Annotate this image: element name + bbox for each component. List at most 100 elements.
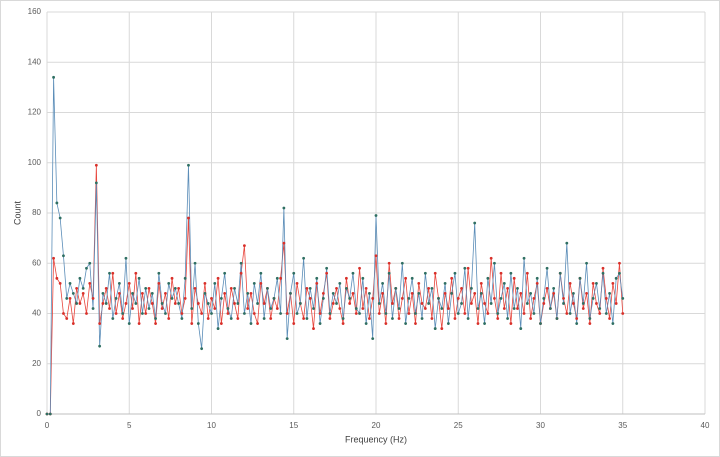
data-point — [618, 271, 621, 275]
data-point — [216, 276, 220, 280]
data-point — [512, 307, 516, 310]
data-point — [98, 322, 102, 325]
data-point — [55, 201, 59, 205]
y-tick-label: 20 — [32, 359, 41, 368]
data-point — [509, 322, 513, 325]
data-point — [381, 292, 384, 295]
data-point — [565, 241, 569, 245]
data-point — [568, 281, 572, 285]
data-point — [160, 307, 164, 310]
data-point — [170, 297, 174, 300]
data-point — [170, 276, 174, 280]
data-point — [101, 292, 105, 295]
data-point — [614, 276, 618, 280]
data-point — [430, 317, 434, 320]
y-tick-label: 60 — [32, 258, 41, 267]
data-point — [387, 261, 391, 265]
data-point — [414, 322, 417, 325]
data-point — [595, 281, 598, 285]
data-point — [437, 297, 440, 300]
data-point — [94, 181, 98, 185]
data-point — [187, 163, 190, 167]
data-point — [111, 271, 115, 275]
data-point — [78, 276, 82, 280]
data-point — [124, 256, 128, 260]
data-point — [572, 302, 575, 305]
data-point — [440, 307, 444, 310]
data-point — [585, 261, 588, 265]
data-point — [427, 286, 431, 290]
data-point — [522, 256, 526, 260]
data-point — [430, 286, 434, 290]
data-point — [193, 286, 197, 290]
data-point — [440, 327, 444, 330]
data-point — [62, 312, 65, 315]
data-point — [167, 281, 171, 285]
data-point — [137, 322, 141, 325]
data-point — [98, 344, 102, 348]
data-point — [506, 286, 509, 290]
data-point — [377, 302, 381, 305]
data-point — [157, 281, 161, 285]
data-point — [443, 281, 447, 285]
data-point — [206, 317, 210, 320]
data-point — [321, 292, 325, 295]
data-point — [407, 312, 411, 315]
data-point — [502, 281, 506, 285]
data-point — [226, 307, 230, 310]
data-point — [608, 292, 611, 295]
data-point — [262, 317, 266, 320]
data-point — [470, 286, 473, 290]
data-point — [446, 322, 450, 325]
data-point — [479, 281, 483, 285]
data-point — [190, 322, 194, 325]
data-point — [614, 302, 618, 305]
data-point — [108, 307, 111, 310]
data-point — [154, 322, 157, 325]
data-point — [433, 271, 437, 275]
data-point — [58, 281, 62, 285]
data-point — [312, 327, 315, 330]
data-point — [581, 307, 585, 310]
data-point — [223, 292, 227, 295]
data-point — [364, 322, 368, 325]
data-point — [111, 317, 115, 320]
data-point — [420, 317, 424, 320]
data-point — [368, 292, 371, 295]
data-point — [114, 312, 118, 315]
data-point — [81, 286, 85, 290]
data-point — [292, 322, 296, 325]
data-point — [591, 297, 595, 300]
data-point — [210, 312, 213, 315]
data-point — [147, 307, 151, 310]
data-point — [285, 312, 289, 315]
data-point — [601, 271, 605, 275]
data-point — [348, 302, 352, 305]
x-tick-label: 25 — [454, 421, 463, 430]
data-point — [545, 286, 549, 290]
data-point — [196, 302, 200, 305]
data-point — [486, 312, 490, 315]
data-point — [604, 297, 608, 300]
data-point — [187, 216, 190, 220]
y-tick-label: 160 — [28, 7, 42, 16]
data-point — [127, 281, 131, 285]
data-point — [552, 286, 556, 290]
data-point — [91, 297, 95, 300]
data-point — [535, 281, 539, 285]
data-point — [516, 307, 519, 310]
data-point — [361, 276, 365, 280]
x-tick-label: 10 — [207, 421, 216, 430]
data-point — [348, 297, 352, 300]
data-point — [141, 312, 144, 315]
data-point — [404, 322, 408, 325]
data-point — [114, 297, 118, 300]
data-point — [595, 302, 598, 305]
data-point — [341, 322, 345, 325]
data-point — [88, 261, 92, 265]
data-point — [315, 281, 319, 285]
data-point — [608, 317, 611, 320]
data-point — [509, 271, 513, 275]
data-point — [338, 307, 342, 310]
data-point — [75, 302, 79, 305]
